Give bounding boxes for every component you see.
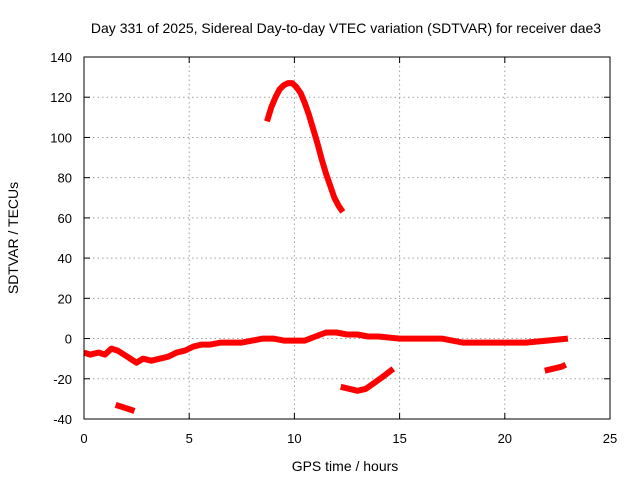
y-tick-label: 80 [58, 171, 72, 186]
grid [84, 57, 610, 419]
series-low-early [114, 402, 136, 414]
x-tick-label: 25 [603, 431, 617, 446]
x-tick-label: 0 [80, 431, 87, 446]
y-tick-label: 120 [50, 90, 72, 105]
y-tick-label: 20 [58, 291, 72, 306]
y-axis-label: SDTVAR / TECUs [5, 182, 21, 294]
x-tick-label: 10 [287, 431, 301, 446]
series-main [83, 329, 569, 366]
y-tick-label: 40 [58, 251, 72, 266]
y-tick-label: 100 [50, 130, 72, 145]
series-layer [83, 80, 569, 414]
tick-layer: 0 5 10 15 20 25 -40 -20 0 20 40 60 80 100 120 140 [50, 50, 617, 446]
series-arc [264, 80, 346, 214]
series-low-mid [340, 366, 396, 394]
series-low-late [544, 361, 568, 374]
chart-title: Day 331 of 2025, Sidereal Day-to-day VTE… [91, 20, 601, 36]
y-tick-label: 0 [65, 332, 72, 347]
y-tick-label: -40 [53, 412, 72, 427]
plot-frame [83, 56, 611, 420]
x-axis-label: GPS time / hours [292, 458, 399, 474]
x-tick-label: 15 [392, 431, 406, 446]
y-tick-label: 140 [50, 50, 72, 65]
x-tick-label: 5 [186, 431, 193, 446]
x-tick-label: 20 [498, 431, 512, 446]
y-tick-label: -20 [53, 372, 72, 387]
y-tick-label: 60 [58, 211, 72, 226]
